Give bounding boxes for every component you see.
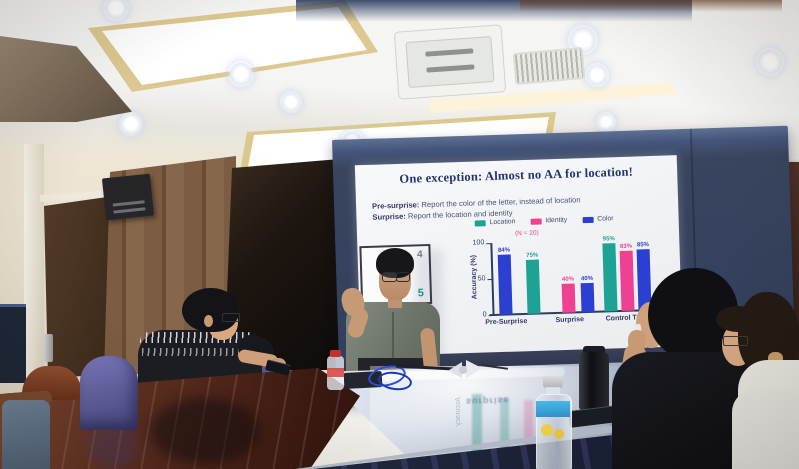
smartphone — [265, 359, 291, 376]
water-bottle-cap — [330, 350, 341, 357]
man-reflection — [150, 398, 260, 464]
bar-Surprise-Identity — [561, 283, 576, 313]
man-glasses — [222, 313, 240, 322]
water-bottle-label — [327, 368, 344, 377]
shirt-stripes — [140, 332, 258, 343]
purple-office-chair — [80, 356, 138, 430]
bar-Pre-Surprise-Color — [497, 253, 513, 315]
black-thermos — [579, 352, 609, 410]
speaker-slot — [113, 207, 146, 214]
bar-value-label: 83% — [619, 243, 633, 251]
downlight — [103, 0, 129, 21]
presenter-glasses — [382, 271, 410, 282]
bar-reflection-streak — [524, 400, 533, 468]
thermos-cap — [583, 346, 605, 355]
y-tick-label: 100 — [472, 238, 485, 247]
legend-swatch — [530, 217, 542, 225]
instruction-prefix: Pre-surprise: — [371, 200, 420, 211]
bar-Surprise-Location — [525, 259, 541, 314]
man-ear — [204, 315, 213, 327]
bar-value-label: 40% — [561, 276, 575, 284]
bar-value-label: 95% — [602, 235, 615, 243]
mirrored-axis-text: Accuracy — [454, 397, 462, 426]
lemon-graphic — [554, 429, 564, 439]
legend-item: Color — [582, 215, 614, 223]
y-tick-mark — [488, 314, 493, 317]
downlight — [119, 112, 143, 136]
bottle-neck — [546, 387, 560, 395]
vent-slot — [425, 48, 474, 57]
air-vent-grille — [512, 47, 586, 85]
air-conditioner-vent — [393, 24, 507, 100]
chair-reflection — [88, 424, 138, 468]
bottle-label-band — [536, 401, 570, 417]
vent-slot — [426, 64, 475, 73]
legend-swatch — [582, 216, 594, 223]
legend-item: Identity — [530, 217, 567, 225]
legend-swatch — [474, 219, 486, 227]
downlight — [756, 48, 784, 76]
lemon-graphic — [541, 424, 553, 436]
door-handle — [44, 334, 53, 362]
bottle-cap — [543, 376, 563, 388]
downlight — [585, 63, 609, 87]
legend-label: Identity — [545, 216, 568, 225]
y-tick-label: 50 — [477, 274, 486, 282]
wall-speaker — [101, 173, 155, 221]
x-tick-label: Pre-Surprise — [485, 317, 528, 327]
bar-value-label: 84% — [497, 246, 511, 254]
shirt-stripes — [142, 348, 256, 356]
downlight — [596, 112, 616, 132]
bar-value-label: 40% — [580, 276, 594, 283]
seated-man-arm — [130, 286, 310, 416]
chart-sample-size-note: (N = 20) — [514, 229, 539, 238]
downlight — [280, 91, 302, 113]
ceiling-reflection — [520, 0, 782, 12]
speaker-slot — [112, 200, 145, 207]
legend-item: Location — [474, 218, 516, 227]
bar-Surprise-Color — [580, 283, 595, 313]
y-tick-mark — [487, 278, 492, 281]
teal-chair-back — [2, 400, 50, 469]
woman2-white-top — [732, 390, 799, 469]
bar-value-label: 75% — [526, 252, 539, 259]
slide-title: One exception: Almost no AA for location… — [399, 164, 634, 186]
eyeglasses-bridge — [459, 366, 467, 374]
vent-grille — [405, 36, 495, 88]
downlight — [228, 61, 254, 87]
side-monitor — [0, 304, 26, 383]
y-tick-label: 0 — [482, 310, 487, 318]
clear-drink-bottle — [533, 374, 573, 469]
instruction-prefix: Surprise: — [372, 211, 406, 222]
bar-reflection-streak — [472, 394, 482, 468]
bar-value-label: 85% — [636, 241, 650, 249]
door-frame — [24, 144, 44, 384]
legend-label: Location — [489, 218, 516, 227]
bar-reflection-streak — [500, 398, 509, 468]
audience-woman-2 — [710, 290, 799, 469]
shirt-button-line — [392, 312, 394, 382]
x-tick-label: Surprise — [555, 316, 585, 325]
woman2-glasses — [723, 336, 748, 346]
y-tick-mark — [486, 242, 491, 245]
legend-label: Color — [597, 215, 614, 223]
